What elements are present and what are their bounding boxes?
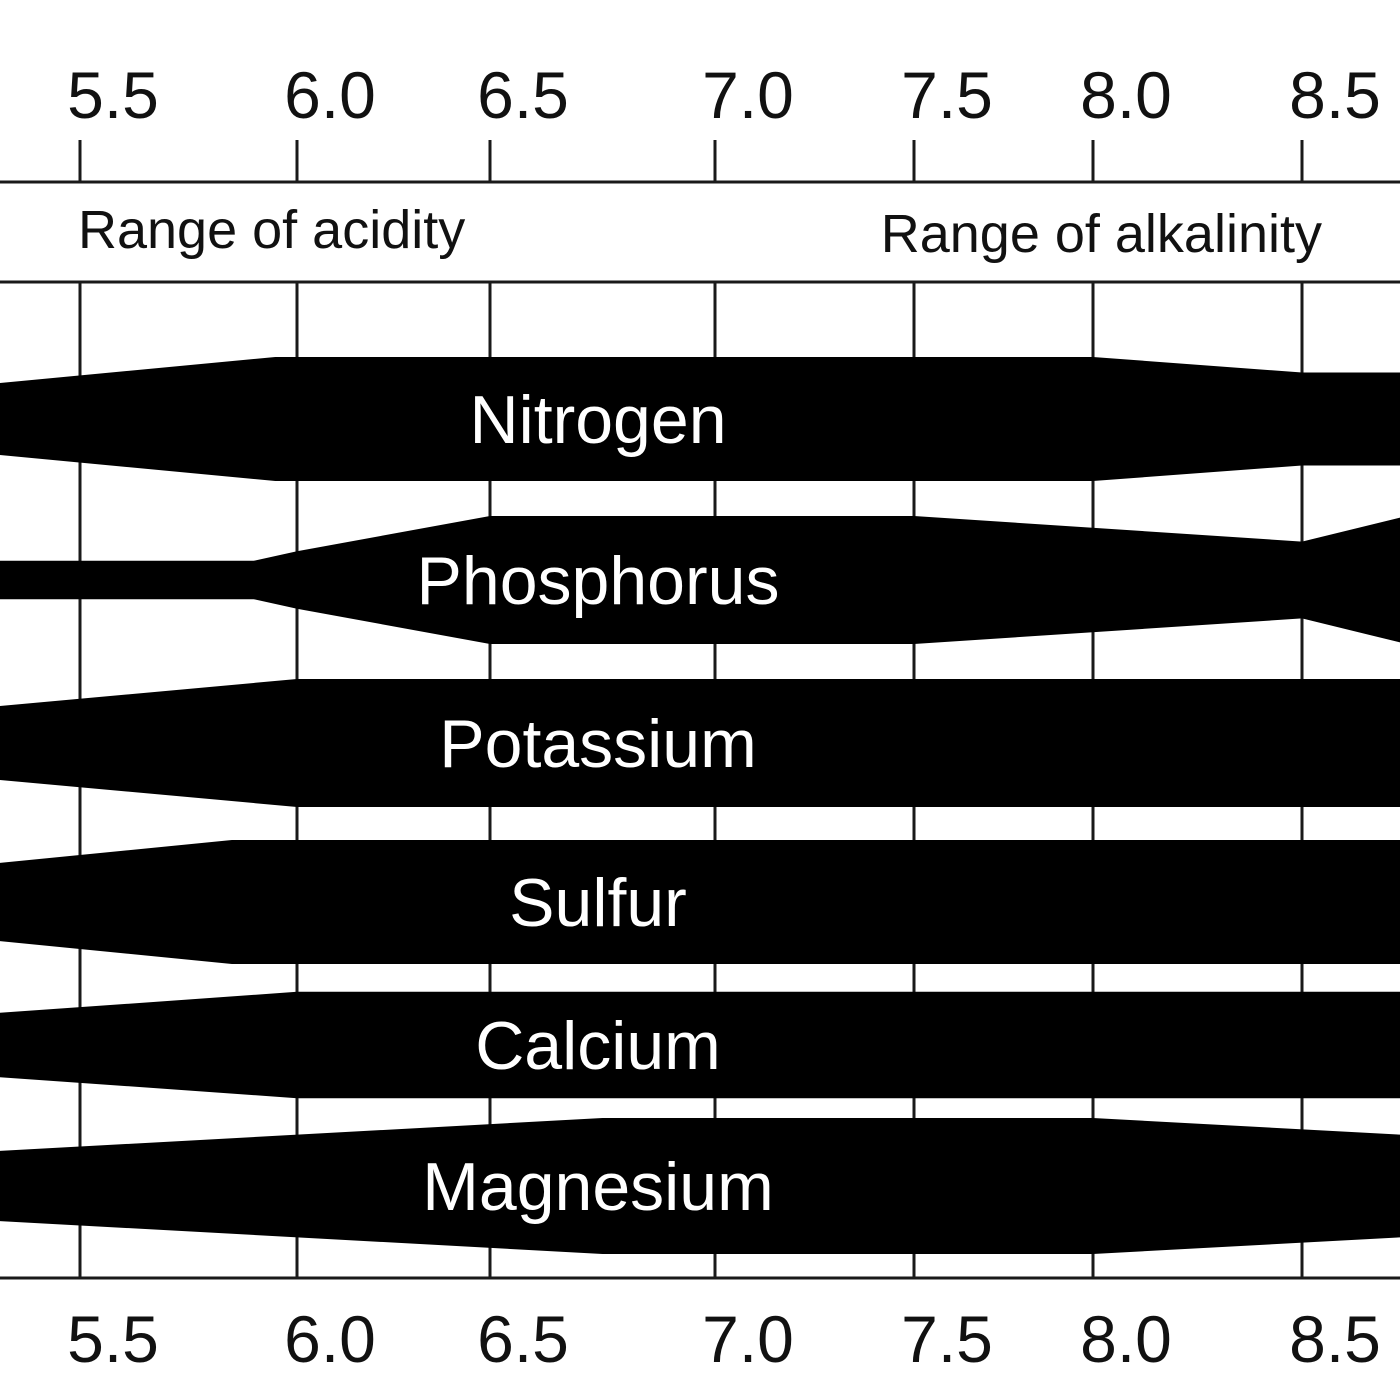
range-of-acidity-label: Range of acidity: [78, 200, 465, 260]
top-tick-label: 8.5: [1289, 58, 1381, 132]
band-layer: [0, 357, 1400, 1254]
band-label-nitrogen: Nitrogen: [469, 382, 726, 458]
bottom-tick-label: 7.5: [901, 1302, 993, 1376]
bottom-tick-label: 8.5: [1289, 1302, 1381, 1376]
top-tick-label: 5.5: [67, 58, 159, 132]
bottom-tick-label: 7.0: [702, 1302, 794, 1376]
band-potassium: [0, 679, 1400, 807]
top-tick-label: 6.5: [477, 58, 569, 132]
band-nitrogen: [0, 357, 1400, 481]
bottom-tick-label: 5.5: [67, 1302, 159, 1376]
band-calcium: [0, 991, 1400, 1099]
range-of-alkalinity-label: Range of alkalinity: [881, 204, 1322, 264]
band-sulfur: [0, 840, 1400, 964]
band-label-magnesium: Magnesium: [422, 1149, 774, 1225]
band-label-phosphorus: Phosphorus: [417, 543, 780, 619]
top-tick-label: 7.5: [901, 58, 993, 132]
bottom-tick-label: 6.0: [284, 1302, 376, 1376]
band-label-calcium: Calcium: [475, 1008, 721, 1084]
bottom-tick-label: 6.5: [477, 1302, 569, 1376]
band-label-sulfur: Sulfur: [509, 865, 687, 941]
band-magnesium: [0, 1118, 1400, 1254]
bottom-tick-label: 8.0: [1080, 1302, 1172, 1376]
top-tick-label: 6.0: [284, 58, 376, 132]
top-tick-label: 7.0: [702, 58, 794, 132]
band-label-potassium: Potassium: [439, 706, 756, 782]
top-tick-label: 8.0: [1080, 58, 1172, 132]
band-phosphorus: [0, 516, 1400, 644]
label-layer: 5.5 5.5 6.0 6.0 6.5 6.5 7.0 7.0 7.5 7.5 8.0 8.0 8.5 8…: [67, 58, 1381, 1376]
